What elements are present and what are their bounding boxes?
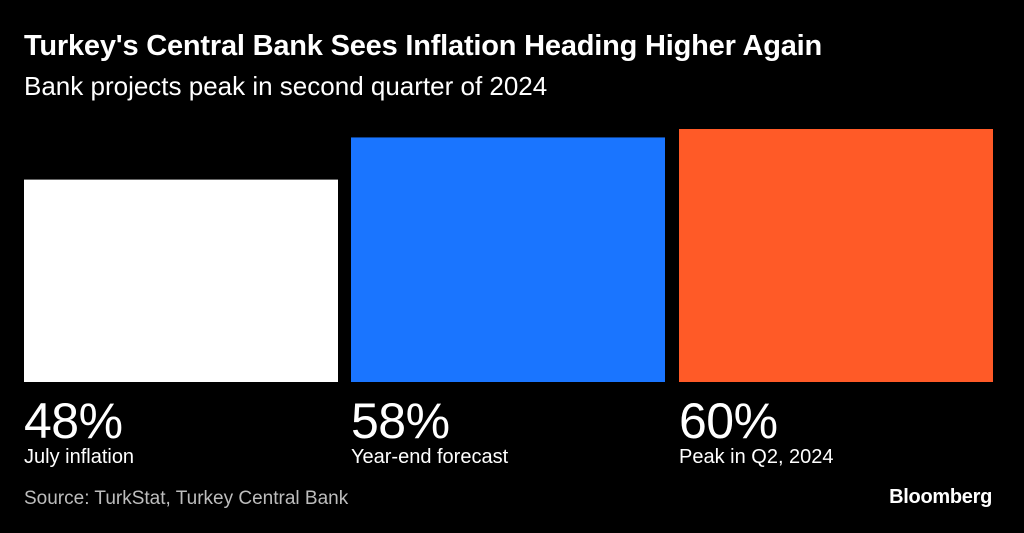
chart-title: Turkey's Central Bank Sees Inflation Hea…	[24, 30, 823, 62]
value-label-july-inflation: 48%	[24, 393, 123, 449]
category-label-peak-q2-2024: Peak in Q2, 2024	[679, 446, 834, 468]
category-label-year-end-forecast: Year-end forecast	[351, 446, 509, 468]
source-note: Source: TurkStat, Turkey Central Bank	[24, 488, 349, 509]
bar-july-inflation	[24, 179, 338, 382]
value-label-year-end-forecast: 58%	[351, 393, 450, 449]
value-label-peak-q2-2024: 60%	[679, 393, 778, 449]
bar-year-end-forecast	[351, 137, 665, 382]
chart-subtitle: Bank projects peak in second quarter of …	[24, 71, 548, 101]
bloomberg-logo: Bloomberg	[889, 486, 992, 508]
bar-peak-q2-2024	[679, 129, 993, 382]
category-label-july-inflation: July inflation	[24, 446, 135, 468]
